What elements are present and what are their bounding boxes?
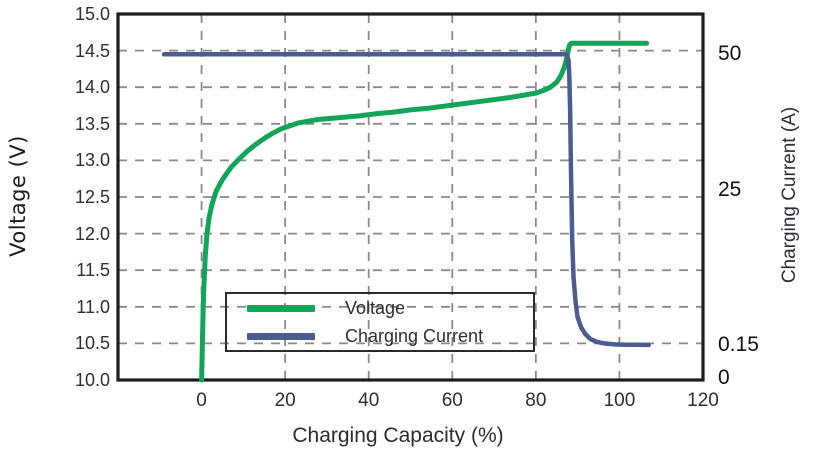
- legend-label-voltage: Voltage: [345, 297, 406, 318]
- charging-current-line-swatch: [247, 332, 315, 340]
- voltage-line-swatch: [247, 304, 315, 312]
- legend-item-charging-current: Charging Current: [227, 324, 533, 348]
- legend-item-voltage: Voltage: [227, 296, 533, 320]
- legend-label-charging-current: Charging Current: [345, 325, 484, 346]
- legend: Voltage Charging Current: [225, 292, 535, 352]
